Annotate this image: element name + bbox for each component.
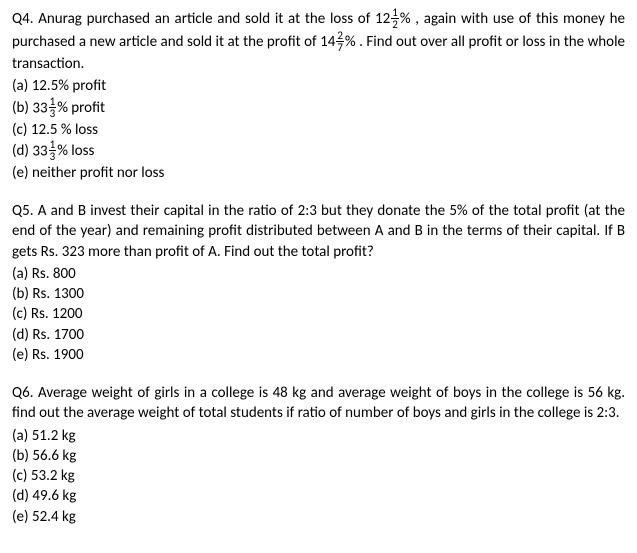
option-label: (a) (12, 265, 28, 283)
question-4-text: Q4. Anurag purchased an article and sold… (12, 8, 625, 74)
option-a: (a) 12.5% profit (12, 76, 625, 96)
option-label: (a) (12, 77, 28, 95)
option-b: (b) 3313% profit (12, 97, 625, 120)
option-label: (c) (12, 305, 27, 323)
option-prefix: 33 (32, 99, 47, 117)
fraction: 13 (49, 139, 57, 162)
option-label: (e) (12, 508, 29, 526)
option-d: (d) 3313% loss (12, 140, 625, 163)
option-label: (c) (12, 121, 27, 139)
option-text: 12.5 % loss (31, 121, 98, 139)
option-text: Rs. 1900 (32, 346, 84, 364)
fraction-1: 12 (391, 7, 399, 30)
question-number: Q5. (12, 202, 33, 220)
question-4: Q4. Anurag purchased an article and sold… (12, 8, 625, 183)
option-label: (b) (12, 99, 29, 117)
option-e: (e) 52.4 kg (12, 507, 625, 527)
option-label: (c) (12, 467, 27, 485)
option-label: (b) (12, 447, 29, 465)
option-label: (e) (12, 164, 29, 182)
option-text: Rs. 1300 (32, 285, 84, 303)
question-body: Average weight of girls in a college is … (12, 384, 625, 422)
option-c: (c) 53.2 kg (12, 466, 625, 486)
option-text: Rs. 1200 (31, 305, 83, 323)
text-part-1: Anurag purchased an article and sold it … (38, 10, 390, 28)
option-prefix: 33 (32, 142, 47, 160)
fraction: 13 (49, 96, 57, 119)
question-5: Q5. A and B invest their capital in the … (12, 201, 625, 365)
option-label: (a) (12, 427, 28, 445)
option-c: (c) 12.5 % loss (12, 120, 625, 140)
option-e: (e) Rs. 1900 (12, 345, 625, 365)
option-text: Rs. 800 (32, 265, 76, 283)
question-6: Q6. Average weight of girls in a college… (12, 383, 625, 527)
option-b: (b) 56.6 kg (12, 446, 625, 466)
option-e: (e) neither profit nor loss (12, 163, 625, 183)
option-text: Rs. 1700 (32, 326, 84, 344)
option-text: 52.4 kg (32, 508, 76, 526)
option-c: (c) Rs. 1200 (12, 304, 625, 324)
option-label: (d) (12, 142, 29, 160)
option-text: 51.2 kg (32, 427, 76, 445)
option-label: (d) (12, 487, 29, 505)
question-number: Q4. (12, 10, 33, 28)
option-b: (b) Rs. 1300 (12, 284, 625, 304)
option-a: (a) 51.2 kg (12, 426, 625, 446)
option-text: 12.5% profit (32, 77, 106, 95)
option-a: (a) Rs. 800 (12, 264, 625, 284)
option-label: (d) (12, 326, 29, 344)
option-suffix: % profit (57, 99, 105, 117)
option-text: 56.6 kg (32, 447, 76, 465)
question-5-text: Q5. A and B invest their capital in the … (12, 201, 625, 262)
option-d: (d) Rs. 1700 (12, 325, 625, 345)
fraction-2: 27 (336, 30, 344, 53)
option-label: (b) (12, 285, 29, 303)
option-text: 53.2 kg (31, 467, 75, 485)
option-text: 49.6 kg (32, 487, 76, 505)
option-label: (e) (12, 346, 29, 364)
question-number: Q6. (12, 384, 33, 402)
option-text: neither profit nor loss (32, 164, 164, 182)
question-6-text: Q6. Average weight of girls in a college… (12, 383, 625, 424)
option-d: (d) 49.6 kg (12, 486, 625, 506)
question-body: A and B invest their capital in the rati… (12, 202, 625, 261)
option-suffix: % loss (57, 142, 94, 160)
